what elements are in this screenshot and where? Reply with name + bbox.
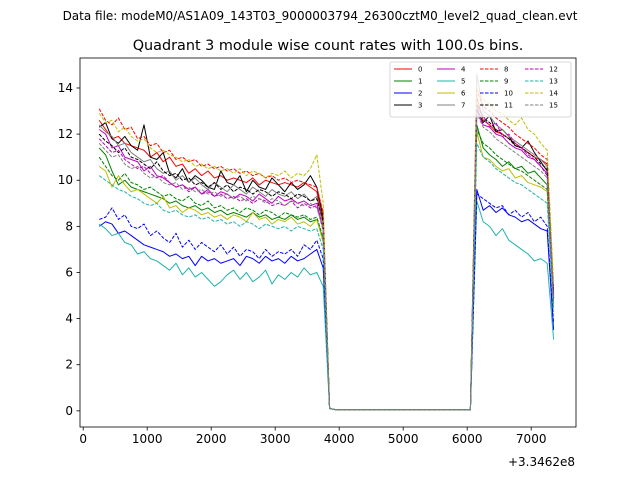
legend-label-10: 10 — [504, 90, 513, 98]
x-tick-label: 4000 — [324, 432, 355, 446]
x-tick-label: 7000 — [516, 432, 547, 446]
x-axis: 0 1000 2000 3000 4000 5000 6000 7000 — [79, 427, 546, 446]
legend-label-15: 15 — [549, 102, 558, 110]
x-offset-label: +3.3462e8 — [508, 455, 575, 469]
legend-label-1: 1 — [418, 78, 422, 86]
legend-label-9: 9 — [504, 78, 508, 86]
x-tick-label: 1000 — [132, 432, 163, 446]
x-tick-label: 5000 — [388, 432, 419, 446]
legend-label-5: 5 — [461, 78, 465, 86]
legend-label-0: 0 — [418, 66, 422, 74]
legend-label-7: 7 — [461, 102, 465, 110]
data-file-suptitle: Data file: modeM0/AS1A09_143T03_90000037… — [63, 9, 578, 23]
legend-frame — [389, 61, 572, 118]
y-axis: 0 2 4 6 8 10 12 14 — [58, 81, 80, 418]
y-tick-label: 2 — [65, 358, 73, 372]
x-tick-label: 0 — [79, 432, 87, 446]
y-tick-label: 14 — [58, 81, 73, 95]
x-tick-label: 3000 — [260, 432, 291, 446]
plot-area — [79, 57, 577, 428]
series-line-5 — [98, 200, 555, 411]
y-tick-label: 10 — [58, 173, 73, 187]
legend-label-14: 14 — [549, 90, 558, 98]
series-line-10 — [99, 193, 555, 411]
y-tick-label: 0 — [65, 404, 73, 418]
axes-frame — [79, 57, 577, 428]
x-tick-label: 6000 — [452, 432, 483, 446]
legend-label-11: 11 — [504, 102, 513, 110]
legend-label-8: 8 — [504, 66, 508, 74]
legend-label-13: 13 — [549, 78, 558, 86]
legend-label-6: 6 — [461, 90, 466, 98]
y-tick-label: 12 — [58, 127, 73, 141]
y-tick-label: 4 — [65, 312, 73, 326]
x-tick-label: 2000 — [196, 432, 227, 446]
y-tick-label: 6 — [65, 265, 73, 279]
legend-label-12: 12 — [549, 66, 558, 74]
chart-title: Quadrant 3 module wise count rates with … — [133, 38, 524, 54]
legend-label-4: 4 — [461, 66, 466, 74]
legend-label-3: 3 — [418, 102, 422, 110]
y-tick-label: 8 — [65, 219, 73, 233]
legend-label-2: 2 — [418, 90, 422, 98]
series-line-15 — [98, 112, 555, 411]
